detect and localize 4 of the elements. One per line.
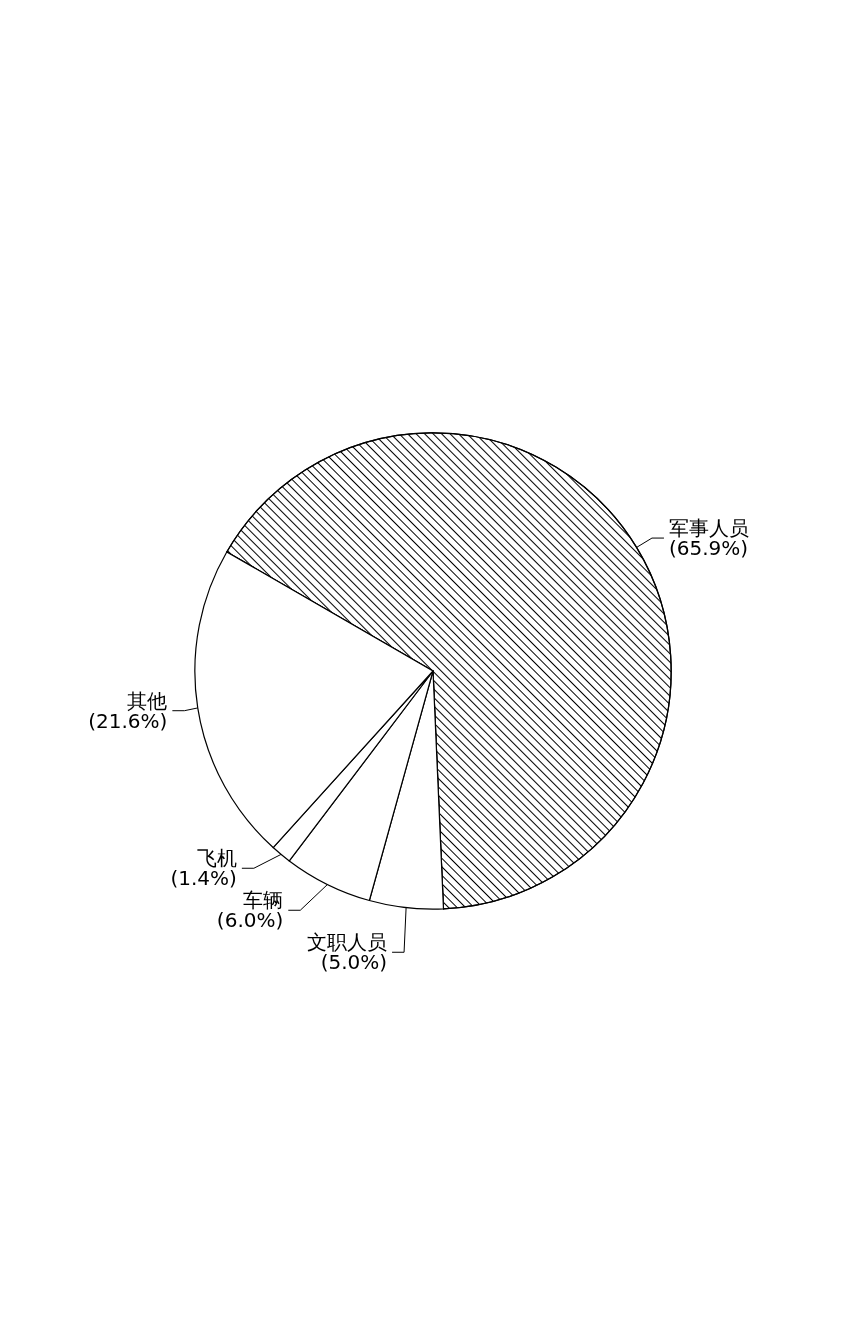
- slice-label: 车辆: [243, 888, 284, 913]
- slice-label: 军事人员: [668, 516, 749, 541]
- slice-label: 飞机: [196, 846, 237, 871]
- slice-label: 文职人员: [307, 930, 388, 955]
